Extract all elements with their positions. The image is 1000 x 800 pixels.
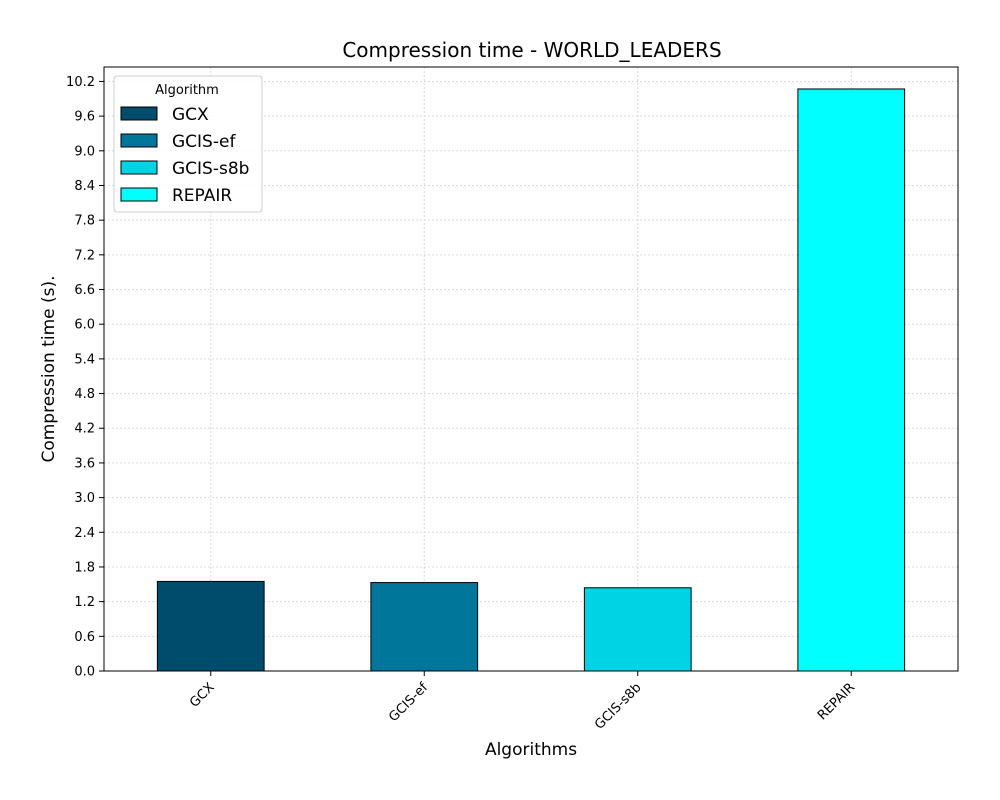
legend-entry-label: GCIS-s8b xyxy=(172,159,249,179)
x-tick-label: GCIS-ef xyxy=(386,680,431,725)
x-axis-label: Algorithms xyxy=(485,740,577,760)
x-tick-label: REPAIR xyxy=(815,680,858,723)
y-tick-label: 3.6 xyxy=(74,456,95,471)
x-tick-label: GCIS-s8b xyxy=(592,680,644,732)
y-tick-label: 0.6 xyxy=(74,630,95,645)
y-tick-label: 9.6 xyxy=(74,110,95,125)
y-tick-label: 9.0 xyxy=(74,144,95,159)
chart-title: Compression time - WORLD_LEADERS xyxy=(342,38,721,62)
x-axis-ticks: GCX GCIS-ef GCIS-s8b REPAIR xyxy=(187,671,858,733)
x-tick-label: GCX xyxy=(187,680,218,711)
y-tick-label: 8.4 xyxy=(74,179,95,194)
y-tick-label: 1.2 xyxy=(74,595,95,610)
legend-entry-label: GCIS-ef xyxy=(172,132,236,152)
legend-entry-label: GCX xyxy=(172,105,209,125)
y-axis-ticks: 0.0 0.6 1.2 1.8 2.4 3.0 3.6 4.2 4.8 5.4 6.0 6.6 7.2 7… xyxy=(66,75,104,680)
y-tick-label: 6.6 xyxy=(74,283,95,298)
legend: Algorithm GCX GCIS-ef GCIS-s8b REPAIR xyxy=(113,75,263,213)
bar-gcis-ef xyxy=(370,582,479,672)
y-tick-label: 4.2 xyxy=(74,422,95,437)
y-axis-label: Compression time (s). xyxy=(39,275,59,462)
y-tick-label: 6.0 xyxy=(74,318,95,333)
y-tick-label: 7.8 xyxy=(74,214,95,229)
bars-group xyxy=(156,88,906,672)
legend-swatch xyxy=(120,160,158,175)
y-tick-label: 7.2 xyxy=(74,248,95,263)
y-tick-label: 1.8 xyxy=(74,560,95,575)
bar-gcx xyxy=(156,580,265,672)
bar-repair xyxy=(797,88,906,672)
y-tick-label: 4.8 xyxy=(74,387,95,402)
y-tick-label: 2.4 xyxy=(74,526,95,541)
legend-swatch xyxy=(120,106,158,121)
plot-frame xyxy=(103,66,959,672)
y-tick-label: 5.4 xyxy=(74,352,95,367)
y-tick-label: 0.0 xyxy=(74,665,95,680)
bar-gcis-s8b xyxy=(583,587,692,672)
legend-title: Algorithm xyxy=(155,83,219,98)
legend-entry-label: REPAIR xyxy=(172,186,232,206)
legend-swatch xyxy=(120,133,158,148)
y-tick-label: 3.0 xyxy=(74,491,95,506)
y-tick-label: 10.2 xyxy=(66,75,95,90)
legend-swatch xyxy=(120,187,158,202)
